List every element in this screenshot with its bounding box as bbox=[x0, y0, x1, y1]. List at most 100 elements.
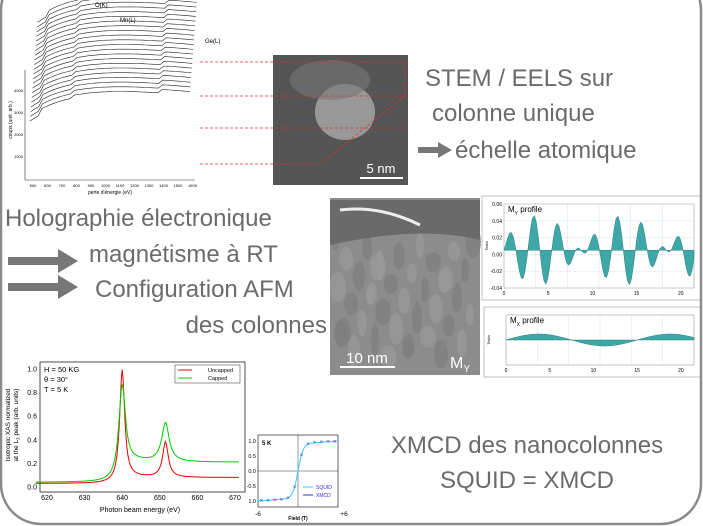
y-tick-label: 0.5 bbox=[248, 454, 256, 460]
y-label: Tesla bbox=[486, 335, 491, 345]
blob bbox=[461, 258, 469, 282]
blob bbox=[416, 231, 424, 259]
legend-label: XMCD bbox=[316, 493, 331, 499]
x-tick-label: 1300 bbox=[145, 183, 155, 188]
blob bbox=[330, 272, 346, 302]
x-tick-label: 650 bbox=[154, 495, 166, 502]
x-tick-label: 0 bbox=[505, 368, 508, 374]
x-tick-label: 10 bbox=[590, 291, 596, 297]
blob bbox=[362, 236, 372, 260]
text-line: colonne unique bbox=[432, 100, 595, 127]
x-tick-label: +6 bbox=[340, 511, 348, 518]
text-line: des colonnes bbox=[186, 312, 327, 339]
x-tick-label: 640 bbox=[116, 495, 128, 502]
text-line: STEM / EELS sur bbox=[425, 65, 613, 92]
y-label: Tesla bbox=[484, 241, 489, 251]
blob bbox=[370, 253, 386, 281]
y-tick-label: 0.8 bbox=[27, 390, 37, 397]
x-tick-label: 900 bbox=[88, 183, 95, 188]
annotation: H = 50 KG bbox=[44, 365, 79, 374]
xmcd-point: × bbox=[266, 498, 270, 504]
edge-label: Mn(L) bbox=[120, 18, 136, 24]
blob bbox=[375, 299, 391, 325]
x-tick-label: 15 bbox=[634, 291, 640, 297]
x-tick-label: -6 bbox=[255, 511, 261, 518]
x-tick-label: 620 bbox=[41, 495, 53, 502]
annotation: 5 K bbox=[262, 441, 272, 447]
y-tick-label: 4000 bbox=[14, 88, 24, 93]
x-tick-label: 1600 bbox=[188, 183, 198, 188]
y-label: at the L3 peak (arb. units) bbox=[13, 389, 21, 462]
blob bbox=[402, 337, 412, 359]
xmcd-point: × bbox=[293, 485, 297, 491]
y-tick-label: 0.04 bbox=[492, 219, 502, 225]
y-tick-label: 0.00 bbox=[492, 252, 502, 258]
y-tick-label: 2000 bbox=[14, 132, 24, 137]
stem-blob bbox=[290, 60, 370, 100]
y-label: coups (unit. arb.) bbox=[8, 101, 14, 139]
x-tick-label: 500 bbox=[30, 183, 37, 188]
blob bbox=[412, 302, 422, 334]
x-tick-label: 670 bbox=[229, 495, 241, 502]
text-line: Configuration AFM bbox=[95, 276, 294, 303]
text-line: échelle atomique bbox=[455, 137, 636, 164]
scale-label: 10 nm bbox=[346, 350, 388, 367]
legend-label: Uncapped bbox=[208, 368, 233, 374]
blob bbox=[425, 252, 441, 272]
slide: 5006007008009001000110012001300140015001… bbox=[0, 0, 703, 526]
x-tick-label: 1500 bbox=[174, 183, 184, 188]
xmcd-point: × bbox=[333, 439, 337, 445]
x-tick-label: 660 bbox=[192, 495, 204, 502]
x-tick-label: 630 bbox=[79, 495, 91, 502]
xmcd-point: × bbox=[273, 498, 277, 504]
scale-label: 5 nm bbox=[367, 161, 396, 176]
x-tick-label: 5 bbox=[547, 291, 550, 297]
x-label: Field (T) bbox=[288, 516, 308, 522]
x-tick-label: 15 bbox=[634, 368, 640, 374]
xmcd-point: × bbox=[260, 499, 264, 505]
blob bbox=[434, 340, 448, 368]
xas-plot: 1.0 0.8 0.6 0.4 0.2 0.0 620 630 640 650 660 670 Phot… bbox=[5, 362, 245, 514]
xmcd-point: × bbox=[286, 496, 290, 502]
blob bbox=[448, 241, 460, 261]
xmcd-point: × bbox=[313, 441, 317, 447]
blob bbox=[344, 293, 358, 315]
y-tick-label: 0.0 bbox=[248, 469, 256, 475]
blob bbox=[443, 315, 455, 337]
edge-label: Ge(L) bbox=[205, 39, 220, 45]
blob bbox=[353, 261, 365, 291]
x-tick-label: 5 bbox=[548, 368, 551, 374]
blob bbox=[457, 329, 467, 357]
x-tick-label: 800 bbox=[73, 183, 80, 188]
x-tick-label: 1100 bbox=[116, 183, 125, 188]
x-tick-label: 20 bbox=[678, 291, 684, 297]
blob bbox=[366, 285, 374, 305]
y-tick-label: 0.2 bbox=[27, 461, 37, 468]
y-tick-label: 0.6 bbox=[27, 414, 37, 421]
y-tick-label: -0.04 bbox=[491, 286, 503, 292]
text-line: SQUID = XMCD bbox=[440, 467, 614, 494]
blob bbox=[384, 274, 398, 294]
edge-label: O(K) bbox=[95, 3, 108, 9]
x-label: Photon beam energy (eV) bbox=[100, 507, 180, 514]
xmcd-point: × bbox=[306, 442, 310, 448]
y-tick-label: 1000 bbox=[14, 154, 24, 159]
blob bbox=[438, 269, 450, 293]
y-tick-label: 0.0 bbox=[27, 485, 37, 492]
blob bbox=[421, 277, 429, 303]
y-tick-label: -0.02 bbox=[491, 269, 503, 275]
annotation: θ = 30° bbox=[44, 375, 68, 384]
y-tick-label: 1.0 bbox=[27, 367, 37, 374]
xmcd-point: × bbox=[326, 440, 330, 446]
blob bbox=[357, 310, 367, 336]
x-tick-label: 1400 bbox=[159, 183, 169, 188]
mx-profile: 05101520MX profileTesla bbox=[484, 307, 700, 377]
blob bbox=[466, 304, 474, 326]
blob bbox=[407, 263, 417, 283]
y-tick-label: 0.4 bbox=[27, 437, 37, 444]
y-label: Isotropic XAS normalized bbox=[5, 388, 12, 461]
legend-label: SQUID bbox=[316, 485, 332, 491]
y-tick-label: 1.0 bbox=[248, 439, 256, 445]
x-tick-label: 10 bbox=[591, 368, 597, 374]
